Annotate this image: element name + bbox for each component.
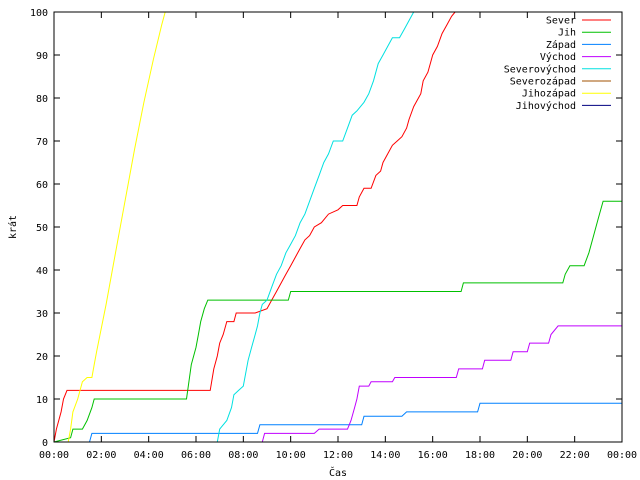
y-tick-label: 100 [30, 8, 48, 19]
series-line-2 [54, 402, 622, 443]
legend-label: Jih [558, 28, 576, 39]
x-tick-label: 12:00 [323, 450, 353, 461]
y-tick-label: 50 [36, 223, 48, 234]
legend-label: Západ [546, 39, 576, 51]
y-tick-label: 40 [36, 266, 48, 277]
legend-label: Severozápad [510, 76, 576, 88]
x-tick-label: 06:00 [181, 450, 211, 461]
y-tick-label: 80 [36, 94, 48, 105]
series-line-0 [53, 11, 456, 443]
x-tick-label: 08:00 [228, 450, 258, 461]
series-layer [53, 11, 622, 443]
x-tick-label: 18:00 [465, 450, 495, 461]
y-tick-label: 90 [36, 51, 48, 62]
legend-label: Jihozápad [522, 88, 576, 100]
y-axis-label: krát [7, 215, 19, 239]
y-tick-label: 60 [36, 180, 48, 191]
y-tick-label: 70 [36, 137, 48, 148]
x-tick-label: 10:00 [276, 450, 306, 461]
x-tick-label: 14:00 [370, 450, 400, 461]
x-axis-label: Čas [329, 466, 347, 479]
x-tick-label: 00:00 [39, 450, 69, 461]
y-tick-label: 30 [36, 309, 48, 320]
series-line-3 [54, 325, 622, 443]
x-tick-label: 20:00 [512, 450, 542, 461]
legend-label: Severovýchod [504, 63, 576, 75]
legend-label: Sever [546, 16, 576, 27]
y-tick-label: 10 [36, 395, 48, 406]
legend-label: Východ [540, 51, 576, 63]
series-line-1 [53, 200, 622, 443]
series-line-6 [54, 11, 166, 443]
x-tick-label: 00:00 [607, 450, 637, 461]
series-line-4 [54, 11, 415, 443]
x-tick-label: 02:00 [86, 450, 116, 461]
y-tick-label: 0 [42, 438, 48, 449]
x-tick-label: 04:00 [134, 450, 164, 461]
x-tick-label: 22:00 [560, 450, 590, 461]
ticks-layer: 00:00 02:00 04:00 06:00 08:00 10:00 12:00 14:00… [30, 8, 637, 461]
y-tick-label: 20 [36, 352, 48, 363]
legend-label: Jihovýchod [516, 100, 576, 112]
legend: SeverJihZápadVýchodSeverovýchodSeverozáp… [504, 16, 611, 112]
x-tick-label: 16:00 [418, 450, 448, 461]
